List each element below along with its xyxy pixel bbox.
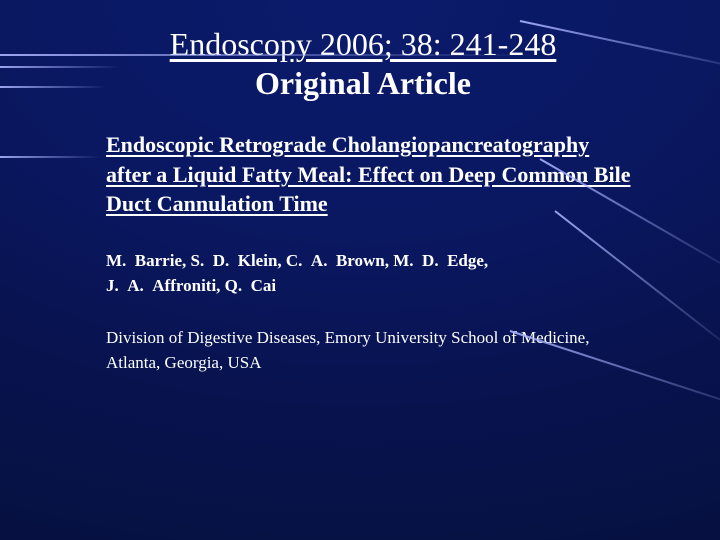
title-line-1: Endoscopic Retrograde Cholangiopancreato… — [106, 132, 589, 157]
title-line-2: after a Liquid Fatty Meal: Effect on Dee… — [106, 162, 630, 187]
affiliation: Division of Digestive Diseases, Emory Un… — [106, 326, 660, 375]
authors: M. Barrie, S. D. Klein, C. A. Brown, M. … — [106, 249, 660, 298]
title-line-3: Duct Cannulation Time — [106, 191, 328, 216]
authors-line-2: J. A. Affroniti, Q. Cai — [106, 276, 276, 295]
slide-content: Endoscopy 2006; 38: 241-248 Original Art… — [0, 0, 720, 376]
article-title: Endoscopic Retrograde Cholangiopancreato… — [106, 130, 660, 219]
authors-line-1: M. Barrie, S. D. Klein, C. A. Brown, M. … — [106, 251, 488, 270]
affiliation-line-2: Atlanta, Georgia, USA — [106, 353, 262, 372]
article-type: Original Article — [66, 65, 660, 102]
affiliation-line-1: Division of Digestive Diseases, Emory Un… — [106, 328, 589, 347]
journal-citation: Endoscopy 2006; 38: 241-248 — [66, 26, 660, 63]
